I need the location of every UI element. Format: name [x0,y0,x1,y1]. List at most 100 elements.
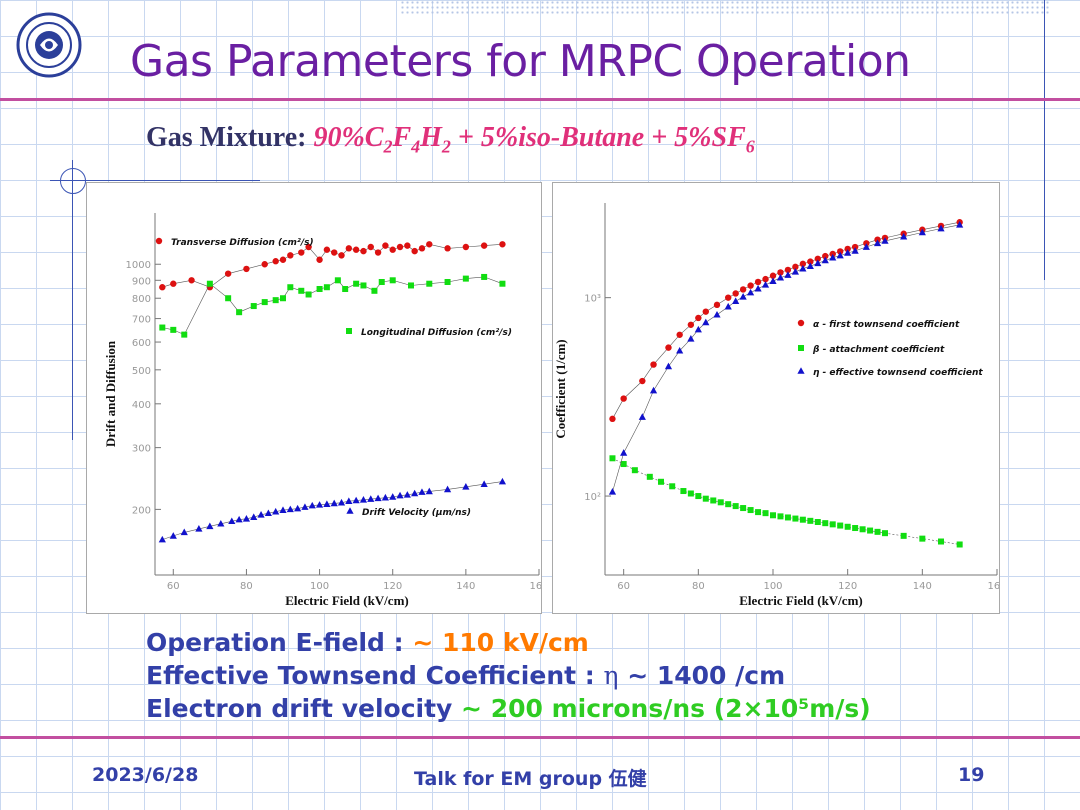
data-point [724,302,732,310]
data-point [294,504,302,512]
data-point [747,507,754,514]
data-point [620,449,628,456]
gas-mixture-label: Gas Mixture: [146,122,307,153]
data-point [799,260,807,268]
x-tick-label: 80 [692,581,705,592]
data-point [217,519,225,527]
data-point [418,488,426,495]
crosshair-circle [60,168,86,194]
x-tick-label: 100 [763,581,782,592]
x-tick-label: 100 [310,581,329,592]
data-point [762,510,769,517]
data-point [371,287,378,294]
data-point [334,277,341,284]
y-tick-label: 500 [132,366,151,377]
legend-label: Drift Velocity (μm/ns) [362,508,471,518]
data-point [378,278,385,285]
data-point [784,514,791,521]
data-point [919,535,926,542]
data-point [873,239,882,247]
data-point [665,344,672,351]
data-point [345,245,353,252]
data-point [702,308,709,315]
data-point [702,495,709,502]
data-point [316,256,323,263]
data-point [382,242,389,249]
data-point [792,515,799,522]
data-point [411,489,419,497]
x-axis-label: Electric Field (kV/cm) [285,593,408,608]
footer-talk-title: Talk for EM group 伍健 [414,768,647,790]
data-point [799,264,807,272]
data-point [462,243,470,251]
efield-value: ~ 110 kV/cm [412,628,589,657]
data-point [747,288,755,296]
data-point [159,324,166,331]
data-point [272,297,279,304]
data-point [480,480,488,487]
x-tick-label: 140 [913,581,932,592]
x-tick-label: 160 [529,581,541,592]
legend-marker [798,345,804,351]
data-point [609,455,616,462]
legend-marker [797,367,805,374]
data-point [389,493,397,500]
data-point [206,280,213,287]
data-point [308,501,316,509]
data-point [620,395,627,402]
y-tick-label: 300 [132,444,151,455]
data-point [359,495,368,503]
data-point [814,255,821,262]
data-point [444,278,451,285]
y-tick-label: 1000 [126,260,151,271]
data-point [608,488,617,495]
data-point [305,291,312,298]
data-point [881,237,889,244]
series-trend-line [162,276,503,335]
data-point [381,493,389,501]
data-point [338,252,345,259]
data-point [710,497,717,504]
data-point [739,293,747,300]
data-point [264,509,272,517]
townsend-value: ~ 1400 /cm [627,661,786,690]
data-point [792,263,799,271]
data-point [352,496,360,504]
data-point [481,273,488,280]
data-point [360,282,367,289]
data-point [777,269,784,276]
data-point [158,535,166,543]
data-point [316,286,323,293]
drift-diffusion-chart-panel: 60 80 100 120 140 160 200 300 400 500 600 700 800 900… [86,182,549,614]
data-point [814,518,821,525]
legend-marker [155,237,163,245]
data-point [776,273,785,281]
data-point [754,284,762,292]
gas-mixture-line: Gas Mixture: 90%C2F4H2 + 5%iso-Butane + … [146,122,755,158]
data-point [279,256,287,263]
data-point [694,325,702,333]
x-tick-label: 120 [383,581,402,592]
townsend-symbol: η [603,661,619,690]
data-point [799,516,806,523]
y-tick-label: 700 [132,315,151,326]
data-point [315,501,324,508]
y-tick-label: 800 [132,294,151,305]
y-axis-label: Coefficient (1/cm) [553,339,568,438]
data-point [280,295,286,302]
data-point [301,503,309,510]
drift-diffusion-chart: 60 80 100 120 140 160 200 300 400 500 600 700 800 900… [103,213,549,608]
data-point [159,284,166,291]
data-point [462,275,469,282]
data-point [732,503,739,510]
data-point [695,493,702,500]
y-axis-label: Drift and Diffusion [103,340,118,447]
data-point [725,501,732,508]
legend-label: α - first townsend coefficient [813,320,960,330]
data-point [345,497,353,505]
townsend-coefficient-chart: 60 80 100 120 140 160 10² 10³ Electric Field (kV… [553,203,1007,608]
data-point [257,511,265,518]
data-point [188,277,195,284]
data-point [769,277,777,285]
data-point [761,281,770,288]
